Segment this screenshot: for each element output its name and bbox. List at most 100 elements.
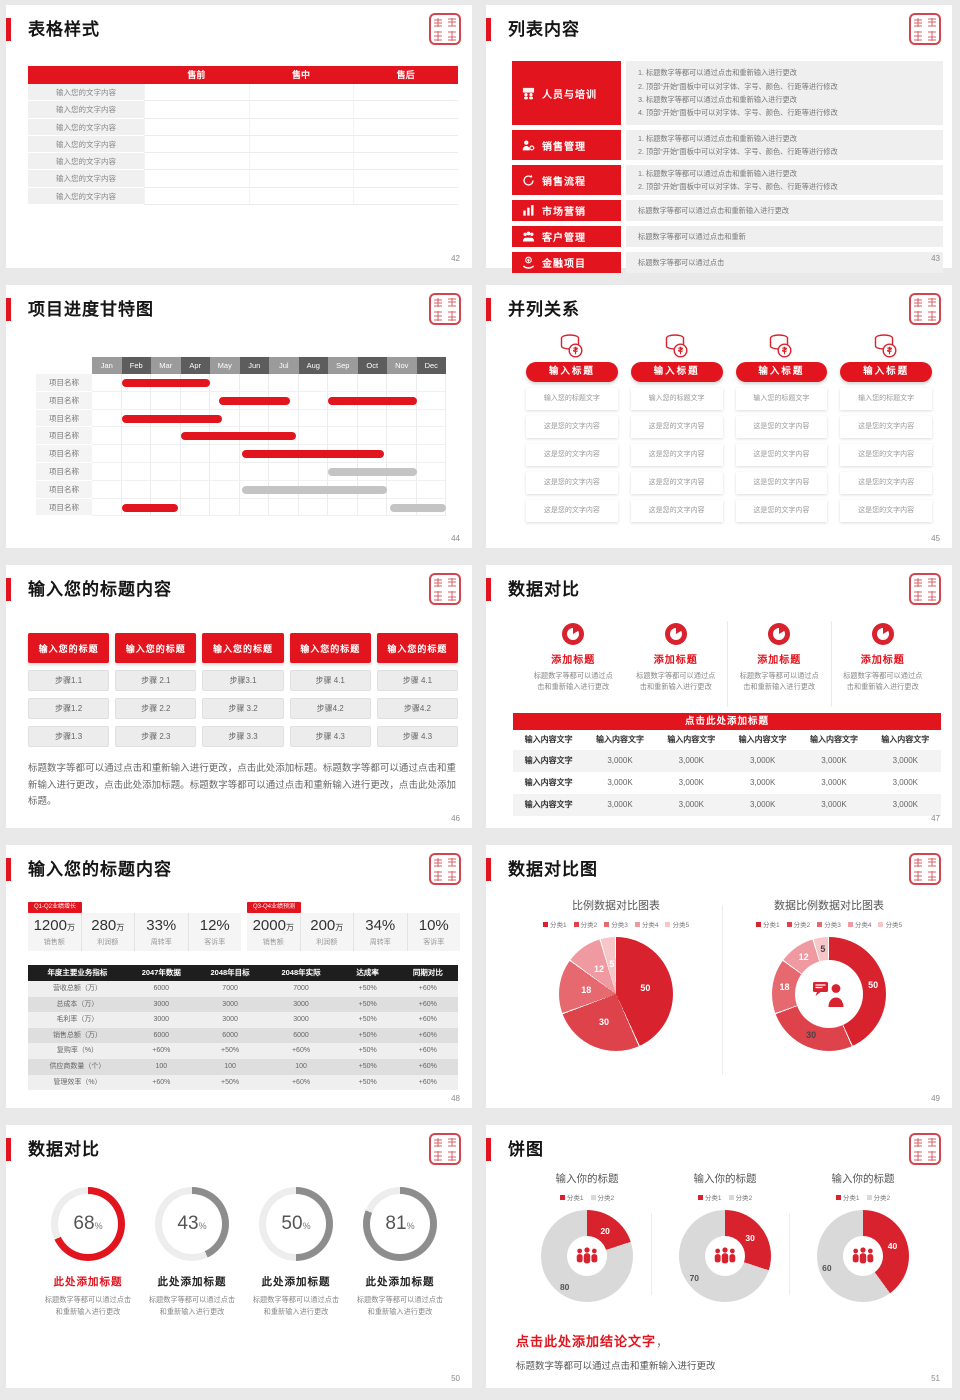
gantt-month-cell: May [210, 357, 240, 374]
gantt-bar [218, 396, 290, 405]
table-data-cell: +50% [358, 1000, 377, 1008]
progress-ring: 43% [155, 1187, 229, 1261]
slice-label: 18 [581, 984, 592, 995]
progress-value: 68% [73, 1213, 102, 1235]
gantt-grid-cell [239, 462, 269, 481]
slide-51-pie[interactable]: 饼图 输入你的标题 分类1 分类2 20 80 输入你的标题 分类1 分类2 30 70 输入你的标… [486, 1125, 952, 1388]
list-item: 销售流程 1. 标题数字等都可以通过点击和重新输入进行更改 2. 顶部“开始”面板中… [512, 165, 943, 195]
page-number: 49 [931, 1094, 940, 1103]
legend-item: 分类2 [728, 1192, 753, 1202]
gantt-bar [389, 503, 446, 512]
customer-management-icon [522, 230, 535, 243]
gantt-row-grid [92, 498, 446, 517]
table-data-cell: +50% [358, 1047, 377, 1055]
column-row-card: 这是您的文字内容 [840, 472, 932, 494]
table-header-row: 输入内容文字 输入内容文字 输入内容文字 输入内容文字 输入内容文字 输入内容文字 [513, 730, 941, 750]
slide-title: 列表内容 [508, 20, 580, 39]
slide-47-data-compare[interactable]: 数据对比 添加标题 标题数字等都可以通过点击和重新输入进行更改 添加标题 标题数字等都… [486, 565, 952, 828]
table-row: 输入您的文字内容 [28, 101, 458, 119]
category-label: 销售管理 [542, 141, 586, 153]
list-item-text-panel: 1. 标题数字等都可以通过点击和重新输入进行更改 2. 顶部“开始”面板中可以对字… [626, 165, 943, 195]
table-header-cell: 售后 [396, 70, 415, 80]
slice-label: 50 [868, 979, 879, 990]
table-data-cell: 管理效率（%） [53, 1078, 102, 1086]
slide-45-parallel[interactable]: 并列关系 输入标题 输入您的标题文字 这是您的文字内容 这是您的文字内容 这是您的文字内… [486, 285, 952, 548]
kpi-label: 销售额 [262, 939, 284, 946]
feature-title: 添加标题 [860, 655, 905, 666]
gantt-bar [242, 485, 387, 494]
table-data-cell: 100 [295, 1062, 307, 1070]
table-data-cell: +50% [221, 1047, 240, 1055]
slide-49-pie-compare[interactable]: 数据对比图 比例数据对比图表 分类1 分类2 分类3 分类4 分类5 50 30 18 12 5 数据… [486, 845, 952, 1108]
progress-caption: 标题数字等都可以通过点击和重新输入进行更改 [44, 1295, 132, 1316]
gantt-grid-cell [239, 374, 269, 392]
slice-label: 70 [689, 1273, 700, 1284]
progress-ring-center: 43% [162, 1194, 222, 1254]
gantt-bar [121, 414, 222, 423]
slide-46-steps[interactable]: 输入您的标题内容 输入您的标题 步骤1.1 步骤1.2 步骤1.3 输入您的标题 步骤 2… [6, 565, 472, 828]
gantt-row: 项目名称 [36, 427, 446, 446]
title-accent-bar [6, 1138, 11, 1161]
gantt-month-cell: Oct [357, 357, 387, 374]
table-data-cell: 供应商数量（个） [49, 1062, 106, 1070]
table-data-cell: 3,000K [821, 800, 847, 809]
slide-42-table-style[interactable]: 表格样式 售前 售中 售后 输入您的文字内容 输入您的文字内容 输入您的文字内容 输入您的文… [6, 5, 472, 268]
table-data-cell: 3,000K [749, 800, 776, 809]
column-row-card: 这是您的文字内容 [735, 500, 828, 522]
gantt-grid-cell [328, 409, 358, 428]
title-accent-bar [6, 858, 11, 881]
table-data-cell: +50% [221, 1078, 240, 1086]
title-accent-bar [486, 18, 491, 41]
title-accent-bar [486, 298, 491, 321]
kpi-stat-group: 1200万 销售额 280万 利润额 33% 周转率 12% 客诉率 [28, 913, 241, 951]
list-text-line: 标题数字等都可以通过点击和重新输入进行更改 [638, 205, 789, 215]
table-data-cell: +60% [418, 1078, 437, 1086]
donut-chart-card: 数据比例数据对比图表 分类1 分类2 分类3 分类4 分类5 50 30 18 12 5 [729, 897, 929, 1051]
kpi-stat: 1200万 销售额 [28, 913, 81, 951]
chart-legend: 分类1 分类2 [665, 1192, 785, 1202]
legend-swatch [590, 1194, 596, 1200]
gantt-grid-cell [92, 480, 122, 499]
table-header-cell: 2048年目标 [210, 968, 250, 977]
column-row-card: 这是您的文字内容 [526, 416, 618, 438]
gantt-row: 项目名称 [36, 498, 446, 517]
slide-44-gantt[interactable]: 项目进度甘特图 Jan Feb Mar Apr May Jun Jul Aug Sep Oct No… [6, 285, 472, 548]
page-number: 47 [931, 814, 940, 823]
table-row: 输入您的文字内容 [28, 187, 458, 206]
table-data-cell: 7000 [222, 985, 238, 992]
donut-chart-card: 输入你的标题 分类1 分类2 20 80 [527, 1171, 647, 1302]
column-header: 输入您的标题 [115, 633, 197, 663]
gantt-bar [328, 396, 417, 405]
body-paragraph: 标题数字等都可以通过点击和重新输入进行更改，点击此处添加标题。标题数字等都可以通… [28, 763, 456, 808]
legend-label: 分类2 [735, 1195, 753, 1202]
legend-label: 分类3 [824, 922, 841, 929]
table-data-cell: 3,000K [678, 778, 704, 787]
progress-value: 81% [385, 1213, 414, 1235]
gantt-grid-cell [298, 391, 328, 410]
gantt-row-grid [92, 480, 446, 499]
table-data-cell [353, 84, 458, 102]
step-box: 步骤 4.3 [376, 726, 459, 747]
kpi-stat: 200万 利润额 [299, 913, 354, 951]
slice-label: 12 [593, 964, 605, 975]
table-row: 总成本（万） 3000 3000 3000 +50% +60% [28, 996, 458, 1013]
slide-50-progress-rings[interactable]: 数据对比 68% 此处添加标题 标题数字等都可以通过点击和重新输入进行更改 43% 此处… [6, 1125, 472, 1388]
gantt-grid-cell [298, 427, 328, 446]
table-data-cell: 3,000K [607, 756, 633, 765]
progress-number: 50 [281, 1213, 303, 1234]
slide-43-list-content[interactable]: 列表内容 人员与培训 1. 标题数字等都可以通过点击和重新输入进行更改 2. 顶部“… [486, 5, 952, 273]
chart-legend: 分类1 分类2 分类3 分类4 分类5 [516, 919, 716, 929]
gantt-grid-cell [416, 374, 446, 392]
slice-label: 30 [745, 1232, 755, 1243]
donut-hole [843, 1236, 883, 1276]
donut-chart-card: 输入你的标题 分类1 分类2 40 60 [803, 1171, 923, 1302]
gantt-grid-cell [151, 462, 181, 481]
gantt-bar [328, 467, 417, 476]
slide-48-kpi[interactable]: 输入您的标题内容 Q1-Q2业绩增长 1200万 销售额 280万 利润额 33% 周转率 1… [6, 845, 472, 1108]
step-box: 步骤1.2 [28, 698, 110, 719]
legend-swatch [573, 921, 579, 927]
progress-item: 68% 此处添加标题 标题数字等都可以通过点击和重新输入进行更改 [36, 1187, 140, 1318]
pricing-table: 售前 售中 售后 输入您的文字内容 输入您的文字内容 输入您的文字内容 输入您的文字内容 输入… [28, 66, 458, 206]
progress-title: 此处添加标题 [261, 1276, 331, 1288]
coins-icon [526, 333, 618, 359]
